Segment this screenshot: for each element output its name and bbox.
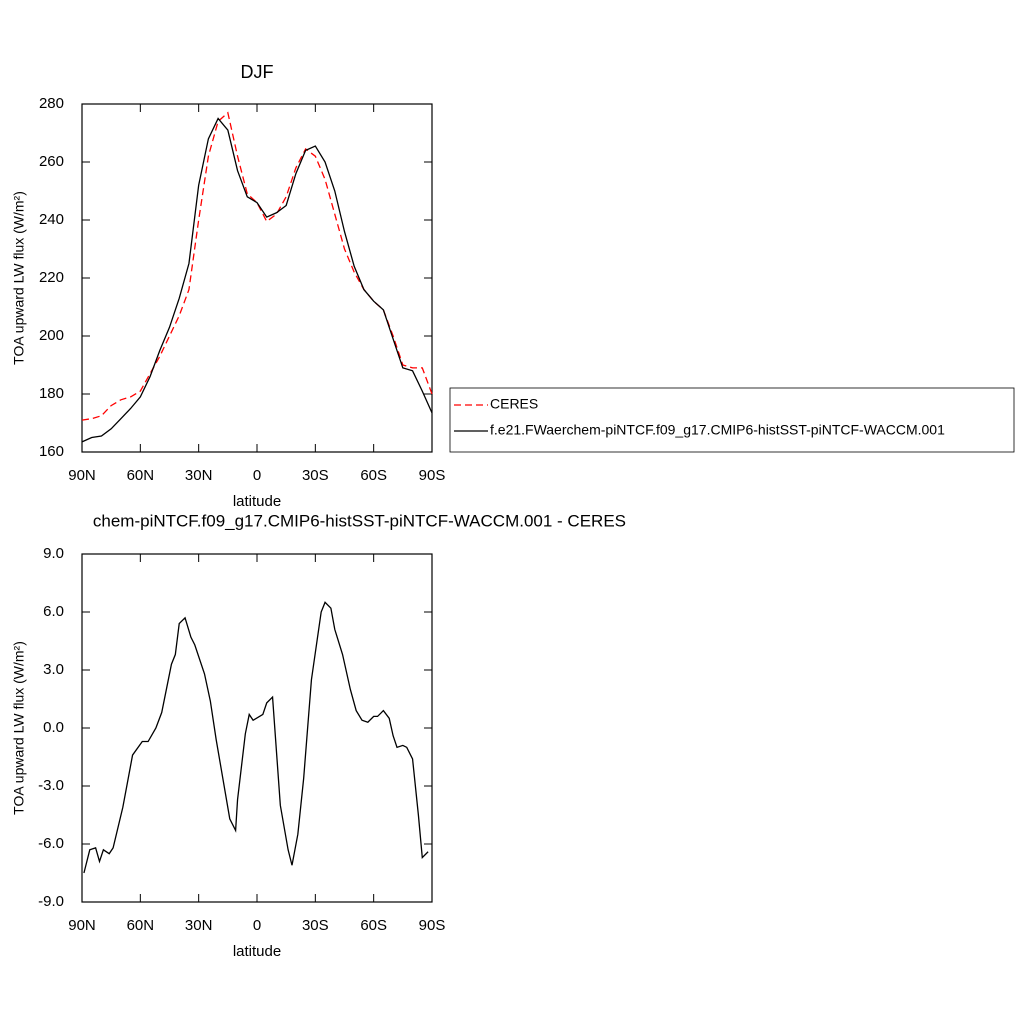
- x-tick-label: 30S: [302, 467, 329, 484]
- x-tick-label: 30S: [302, 917, 329, 934]
- x-tick-label: 90N: [68, 917, 96, 934]
- y-tick-label: 3.0: [43, 661, 64, 678]
- y-tick-label: 160: [39, 443, 64, 460]
- y-axis-label: TOA upward LW flux (W/m²): [11, 641, 27, 815]
- data-line: [81, 117, 433, 443]
- plot-frame: [81, 103, 433, 453]
- y-tick-label: 0.0: [43, 719, 64, 736]
- x-tick-label: 60N: [127, 917, 155, 934]
- x-tick-label: 60S: [360, 467, 387, 484]
- x-axis-label: latitude: [233, 943, 281, 960]
- x-tick-label: 30N: [185, 917, 213, 934]
- chart-title: DJF: [241, 62, 274, 82]
- y-tick-label: 6.0: [43, 603, 64, 620]
- x-tick-label: 90N: [68, 467, 96, 484]
- legend-label: f.e21.FWaerchem-piNTCF.f09_g17.CMIP6-his…: [490, 422, 945, 438]
- x-tick-label: 60S: [360, 917, 387, 934]
- data-line: [81, 111, 433, 421]
- data-line: [83, 601, 429, 874]
- x-tick-label: 0: [253, 917, 261, 934]
- y-tick-label: -9.0: [38, 893, 64, 910]
- x-tick-label: 90S: [419, 467, 446, 484]
- y-tick-label: 280: [39, 95, 64, 112]
- y-tick-label: -6.0: [38, 835, 64, 852]
- x-tick-label: 0: [253, 467, 261, 484]
- y-tick-label: 220: [39, 269, 64, 286]
- x-axis-label: latitude: [233, 493, 281, 510]
- y-tick-label: 200: [39, 327, 64, 344]
- x-tick-label: 30N: [185, 467, 213, 484]
- y-tick-label: -3.0: [38, 777, 64, 794]
- y-axis-label: TOA upward LW flux (W/m²): [11, 191, 27, 365]
- y-tick-label: 240: [39, 211, 64, 228]
- x-tick-label: 90S: [419, 917, 446, 934]
- legend-box: [449, 387, 1015, 453]
- y-tick-label: 260: [39, 153, 64, 170]
- x-tick-label: 60N: [127, 467, 155, 484]
- plot-frame: [81, 553, 433, 903]
- y-tick-label: 180: [39, 385, 64, 402]
- chart-title: chem-piNTCF.f09_g17.CMIP6-histSST-piNTCF…: [93, 511, 626, 530]
- legend-label: CERES: [490, 396, 538, 412]
- y-tick-label: 9.0: [43, 545, 64, 562]
